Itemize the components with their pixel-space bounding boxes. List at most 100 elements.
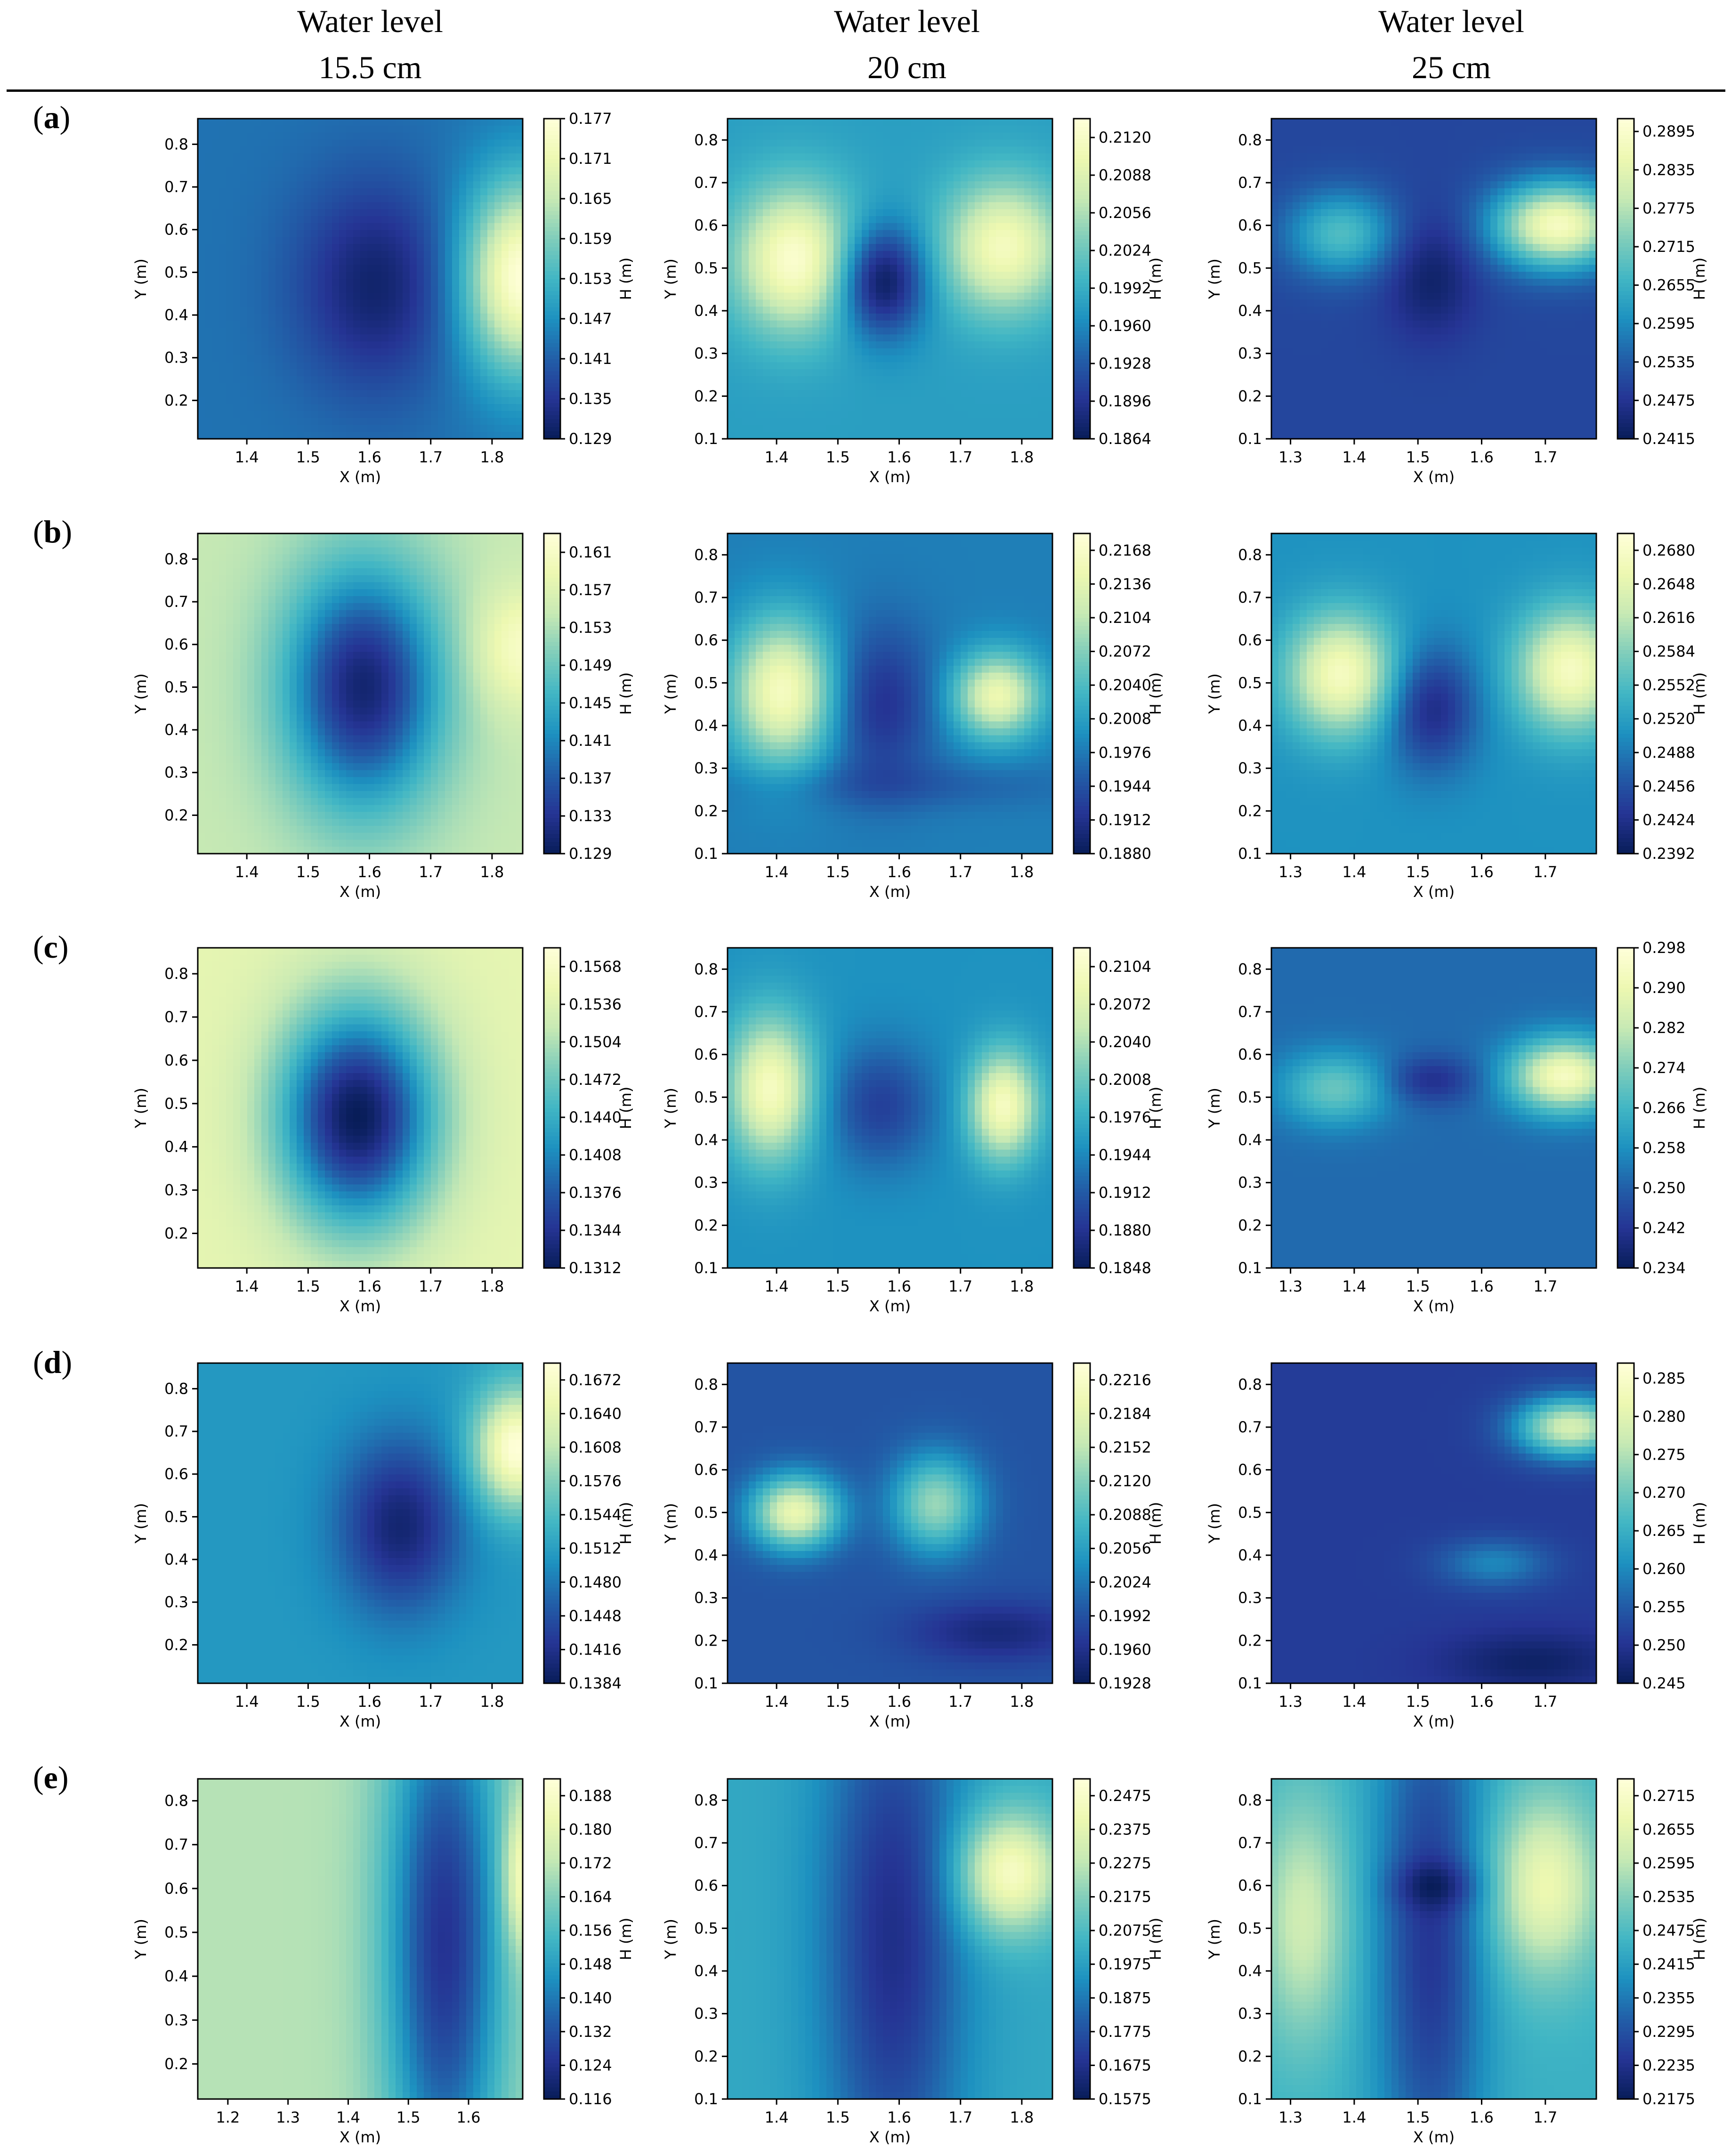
heatmap-cell — [1434, 139, 1441, 147]
heatmap-cell — [904, 188, 912, 196]
heatmap-cell — [1448, 139, 1456, 147]
heatmap-cell — [833, 404, 841, 412]
heatmap-cell — [445, 174, 453, 182]
colorbar-label: H (m) — [1147, 258, 1165, 300]
heatmap-cell — [297, 160, 304, 168]
heatmap-cell — [749, 320, 756, 328]
heatmap-cell — [763, 209, 770, 217]
heatmap-cell — [1448, 181, 1456, 189]
heatmap-cell — [1010, 153, 1018, 161]
heatmap-cell — [410, 139, 417, 147]
heatmap-cell — [452, 250, 460, 258]
heatmap-cell — [445, 139, 453, 147]
heatmap-cell — [240, 223, 248, 231]
heatmap-cell — [833, 230, 841, 238]
heatmap-cell — [735, 327, 742, 335]
heatmap-cell — [332, 376, 340, 384]
heatmap-cell — [367, 425, 375, 433]
heatmap-cell — [452, 202, 460, 210]
heatmap-cell — [1399, 181, 1406, 189]
heatmap-cell — [254, 174, 262, 182]
heatmap-cell — [403, 320, 410, 328]
heatmap-cell — [968, 432, 975, 439]
heatmap-cell — [1024, 397, 1032, 404]
heatmap-cell — [325, 285, 332, 293]
heatmap-cell — [989, 146, 996, 154]
heatmap-cell — [855, 425, 862, 433]
heatmap-cell — [424, 327, 431, 335]
heatmap-cell — [240, 334, 248, 342]
heatmap-cell — [403, 139, 410, 147]
heatmap-cell — [939, 404, 947, 412]
colorbar-tick-label: 0.135 — [569, 390, 612, 408]
heatmap-cell — [318, 272, 325, 279]
heatmap-cell — [325, 383, 332, 391]
heatmap-cell — [388, 355, 396, 363]
heatmap-cell — [290, 397, 297, 404]
heatmap-cell — [212, 404, 219, 412]
heatmap-cell — [438, 285, 445, 293]
heatmap-cell — [233, 327, 241, 335]
heatmap-cell — [1384, 167, 1392, 175]
heatmap-cell — [862, 132, 869, 140]
heatmap-cell — [784, 355, 792, 363]
heatmap-cell — [480, 327, 488, 335]
heatmap-cell — [438, 418, 445, 426]
heatmap-cell — [459, 334, 467, 342]
heatmap-cell — [954, 404, 961, 412]
heatmap-cell — [869, 125, 876, 133]
heatmap-cell — [1031, 299, 1039, 307]
heatmap-cell — [1003, 139, 1011, 147]
heatmap-cell — [311, 209, 318, 217]
heatmap-cell — [516, 265, 523, 273]
colorbar-step — [1074, 119, 1090, 123]
heatmap-cell — [1462, 146, 1470, 154]
colorbar-step — [1074, 266, 1090, 271]
heatmap-cell — [494, 160, 502, 168]
heatmap-cell — [1010, 202, 1018, 210]
heatmap-cell — [791, 216, 799, 224]
heatmap-cell — [784, 299, 792, 307]
heatmap-cell — [502, 202, 509, 210]
heatmap-cell — [826, 299, 834, 307]
heatmap-cell — [1003, 167, 1011, 175]
heatmap-cell — [1384, 132, 1392, 140]
heatmap-cell — [516, 258, 523, 266]
heatmap-cell — [233, 307, 241, 314]
heatmap-cell — [1462, 188, 1470, 196]
row-label-b: (b) — [33, 513, 72, 550]
heatmap-cell — [494, 265, 502, 273]
heatmap-cell — [219, 418, 226, 426]
heatmap-cell — [452, 160, 460, 168]
heatmap-cell — [198, 383, 205, 391]
heatmap-cell — [424, 250, 431, 258]
heatmap-cell — [459, 320, 467, 328]
heatmap-cell — [812, 348, 820, 356]
heatmap-cell — [925, 307, 933, 314]
heatmap-cell — [290, 174, 297, 182]
heatmap-cell — [911, 397, 919, 404]
heatmap-cell — [869, 153, 876, 161]
heatmap-cell — [954, 119, 961, 126]
heatmap-cell — [304, 250, 311, 258]
heatmap-cell — [198, 209, 205, 217]
heatmap-cell — [946, 202, 954, 210]
heatmap-cell — [777, 119, 785, 126]
heatmap-cell — [826, 216, 834, 224]
heatmap-cell — [1420, 132, 1427, 140]
heatmap-cell — [876, 230, 883, 238]
heatmap-cell — [473, 307, 481, 314]
heatmap-cell — [1441, 174, 1448, 182]
heatmap-cell — [812, 307, 820, 314]
heatmap-cell — [360, 244, 368, 251]
heatmap-cell — [431, 181, 438, 189]
heatmap-cell — [961, 237, 968, 244]
heatmap-cell — [770, 425, 777, 433]
column-header-1: Water level 20 cm — [742, 0, 1072, 90]
heatmap-cell — [989, 355, 996, 363]
heatmap-cell — [855, 334, 862, 342]
heatmap-cell — [1505, 139, 1512, 147]
heatmap-cell — [1031, 265, 1039, 273]
heatmap-cell — [339, 411, 347, 419]
heatmap-cell — [735, 167, 742, 175]
